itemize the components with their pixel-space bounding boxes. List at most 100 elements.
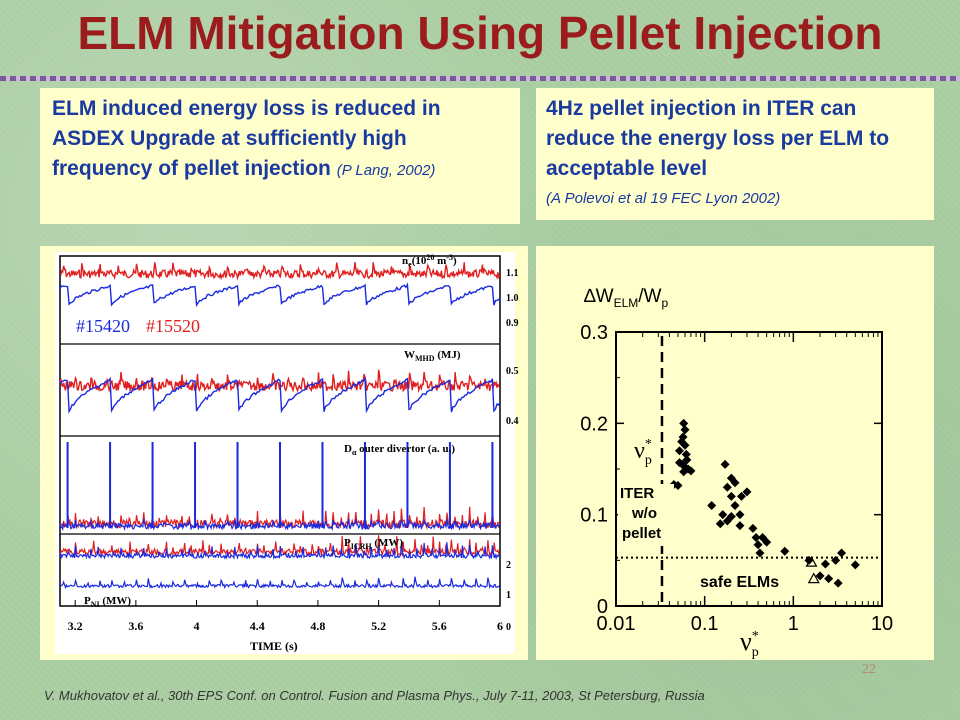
title-divider [0, 76, 960, 81]
scatter-point [681, 449, 691, 459]
scatter-point [720, 459, 730, 469]
nu-annotation: ν* p [634, 437, 652, 468]
scatter-point [736, 491, 746, 501]
time-tick-label: 5.2 [371, 619, 386, 633]
scatter-chart: ∆WELM/Wp 0 0.1 0.2 0.3 0.01 0.1 1 10 ν* p ITER w… [580, 286, 893, 660]
scatter-x-tick-label: 0.1 [691, 613, 719, 635]
ne-tick-0-9: 0.9 [506, 318, 519, 329]
pni-label: PNI (MW) [84, 595, 131, 609]
scatter-open-point [807, 572, 820, 584]
wmhd-label: WMHD (MJ) [404, 349, 461, 363]
slide-title: ELM Mitigation Using Pellet Injection [77, 7, 883, 59]
energy-trace-15420 [59, 376, 501, 414]
power-tick-2: 2 [506, 560, 511, 571]
time-trace-series [59, 262, 501, 590]
scatter-point [762, 537, 772, 547]
page-number: 22 [862, 662, 876, 677]
right-text-citation: (A Polevoi et al 19 FEC Lyon 2002) [546, 190, 781, 207]
scatter-point [735, 510, 745, 520]
power-tick-1: 1 [506, 590, 511, 601]
scatter-point [726, 491, 736, 501]
safe-elms-label: safe ELMs [700, 574, 779, 591]
scatter-point [678, 432, 688, 442]
scatter-point [755, 548, 765, 558]
scatter-title: ∆WELM/Wp [584, 286, 668, 310]
scatter-point [837, 548, 847, 558]
scatter-points [669, 418, 860, 588]
scatter-y-tick-label: 0.1 [580, 505, 608, 527]
scatter-point [718, 510, 728, 520]
scatter-point [815, 571, 825, 581]
right-text-box: 4Hz pellet injection in ITER can reduce … [536, 88, 934, 220]
scatter-x-tick-label: 1 [788, 613, 799, 635]
scatter-point [850, 560, 860, 570]
ne-label: ne(1020 m-3) [402, 253, 457, 269]
time-tick-label: 4.4 [250, 619, 265, 633]
scatter-point [824, 574, 834, 584]
scatter-point [715, 519, 725, 529]
density-trace-15420 [59, 282, 501, 308]
left-text-body: ELM induced energy loss is reduced in AS… [52, 97, 441, 180]
scatter-point [680, 440, 690, 450]
iter-label-line1: ITER [620, 485, 654, 502]
scatter-point [679, 467, 689, 477]
scatter-point [730, 478, 740, 488]
time-tick-label: 3.2 [68, 619, 83, 633]
scatter-y-tick-label: 0 [597, 596, 608, 618]
scatter-point [674, 446, 684, 456]
left-text-box: ELM induced energy loss is reduced in AS… [40, 88, 520, 224]
scatter-point [753, 540, 763, 550]
scatter-x-tick-label: 0.01 [597, 613, 636, 635]
scatter-point [726, 511, 736, 521]
time-trace-frame [59, 255, 501, 607]
iter-label-line3: pellet [622, 525, 661, 542]
ne-tick-1-0: 1.0 [506, 293, 519, 304]
scatter-y-tick-label: 0.2 [580, 413, 608, 435]
time-tick-label: 6 [497, 619, 503, 633]
density-trace-15520 [59, 262, 501, 281]
scatter-ticks: 0 0.1 0.2 0.3 0.01 0.1 1 10 [580, 322, 893, 635]
iter-label-line2: w/o [631, 505, 657, 522]
scatter-point [831, 555, 841, 565]
ni-trace [59, 576, 501, 590]
scatter-point [680, 425, 690, 435]
scatter-x-tick-label: 10 [871, 613, 893, 635]
iter-label-bg [618, 484, 674, 546]
scatter-point [722, 516, 732, 526]
picrh-label: PICRH (MW) [344, 537, 403, 551]
scatter-point [686, 466, 696, 476]
wmhd-tick-0-5: 0.5 [506, 366, 519, 377]
scatter-panel: ∆WELM/Wp 0 0.1 0.2 0.3 0.01 0.1 1 10 ν* p ITER w… [536, 246, 934, 660]
scatter-point [735, 521, 745, 531]
series-label-15520: #15520 [146, 316, 200, 336]
scatter-point [677, 437, 687, 447]
scatter-point [833, 578, 843, 588]
power-tick-0: 0 [506, 622, 511, 633]
scatter-frame [615, 331, 883, 607]
ne-tick-1-1: 1.1 [506, 268, 519, 279]
scatter-y-tick-label: 0.3 [580, 322, 608, 344]
right-text-body: 4Hz pellet injection in ITER can reduce … [546, 97, 890, 180]
scatter-point [742, 487, 752, 497]
scatter-point [780, 546, 790, 556]
dalpha-label: Dα outer divertor (a. u.) [344, 443, 455, 457]
time-axis-ticks: 3.2 3.6 4 4.4 4.8 5.2 5.6 6 [68, 600, 503, 633]
scatter-point [679, 418, 689, 428]
scatter-point [707, 501, 717, 511]
scatter-open-point [805, 555, 818, 567]
time-tick-label: 5.6 [432, 619, 447, 633]
scatter-point [730, 501, 740, 511]
scatter-point [820, 559, 830, 569]
wmhd-tick-0-4: 0.4 [506, 416, 519, 427]
scatter-point [748, 523, 758, 533]
time-tick-label: 3.6 [128, 619, 143, 633]
scatter-point [677, 459, 687, 469]
footer-citation: V. Mukhovatov et al., 30th EPS Conf. on … [44, 688, 705, 703]
time-tick-label: 4 [194, 619, 200, 633]
time-tick-label: 4.8 [310, 619, 325, 633]
icrh-trace-blue [59, 542, 500, 561]
series-label-15420: #15420 [76, 316, 130, 336]
scatter-point [722, 482, 732, 492]
left-text-citation: (P Lang, 2002) [336, 162, 436, 179]
time-axis-label: TIME (s) [250, 639, 298, 653]
